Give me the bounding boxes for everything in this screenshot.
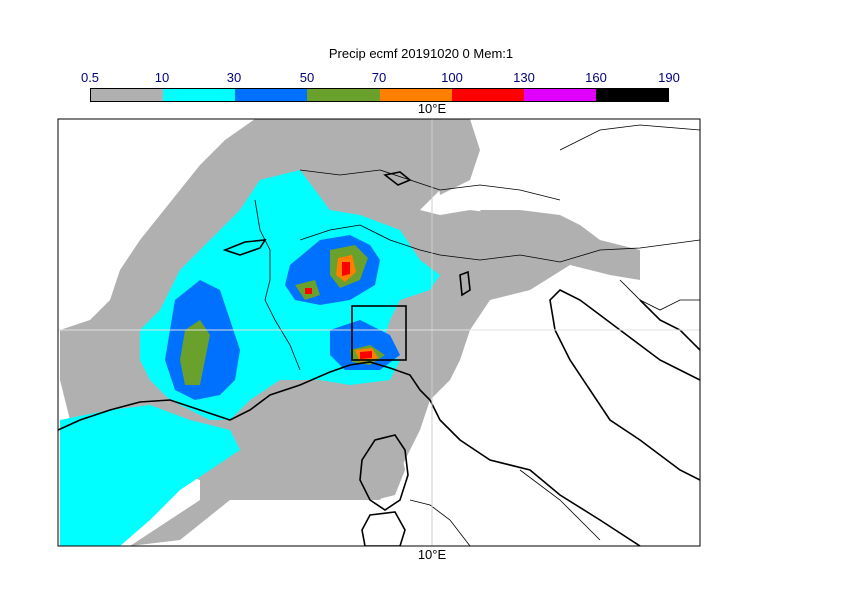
- coastline-sardinia: [361, 511, 406, 546]
- colorbar-tick: 160: [585, 70, 607, 85]
- precip-area-red-northwest: [305, 288, 312, 294]
- precip-area-cyan-southwest: [60, 405, 240, 546]
- target-box: [351, 305, 407, 361]
- colorbar-segment: [379, 89, 452, 101]
- colorbar: [90, 88, 669, 102]
- colorbar-segment: [307, 89, 380, 101]
- coastlines: [58, 171, 700, 546]
- coastline-france-italy: [58, 361, 641, 546]
- coastline-croatia: [639, 299, 700, 351]
- colorbar-segment: [163, 89, 236, 101]
- precip-area-green-west: [180, 320, 210, 385]
- longitude-label-bottom: 10°E: [417, 547, 447, 562]
- longitude-label-top: 10°E: [417, 101, 447, 116]
- lake-garda: [459, 270, 471, 297]
- border-germany-north: [299, 169, 561, 201]
- precip-area-gray-corsica: [360, 440, 405, 500]
- precip-area-red-north: [342, 262, 350, 276]
- colorbar-tick: 70: [371, 70, 387, 85]
- lake-constance: [383, 171, 412, 186]
- border-austria-italy: [439, 239, 700, 263]
- precip-area-red-coast: [360, 351, 372, 359]
- colorbar-tick: 0.5: [80, 70, 100, 85]
- border-sardinia-north: [409, 499, 471, 546]
- map-title: Precip ecmf 20191020 0 Mem:1: [328, 46, 514, 61]
- map-area: [58, 119, 700, 546]
- coastline-corsica: [359, 434, 409, 511]
- precip-area-blue-coast: [330, 320, 400, 370]
- country-borders: [254, 124, 700, 546]
- colorbar-tick: 190: [658, 70, 680, 85]
- precip-area-gray-east: [480, 210, 610, 265]
- colorbar-segment: [595, 89, 668, 101]
- coastline-adriatic: [549, 289, 700, 481]
- border-south-east: [519, 469, 601, 541]
- map-frame: [57, 118, 701, 547]
- colorbar-tick: 100: [441, 70, 463, 85]
- colorbar-segment: [235, 89, 308, 101]
- border-switzerland-italy: [299, 224, 441, 256]
- lake-geneva: [222, 239, 267, 256]
- colorbar-tick: 10: [154, 70, 170, 85]
- colorbar-segment: [91, 89, 164, 101]
- colorbar-tick: 50: [299, 70, 315, 85]
- border-east-region: [559, 124, 700, 151]
- precip-area-gray-south: [130, 450, 300, 546]
- colorbar-tick: 30: [226, 70, 242, 85]
- precip-area-gray-north: [430, 119, 480, 195]
- colorbar-segment: [451, 89, 524, 101]
- precip-field-red: [305, 262, 372, 359]
- colorbar-segment: [523, 89, 596, 101]
- colorbar-tick: 130: [513, 70, 535, 85]
- border-italy-slovenia: [619, 279, 700, 311]
- border-france-switzerland: [254, 199, 301, 371]
